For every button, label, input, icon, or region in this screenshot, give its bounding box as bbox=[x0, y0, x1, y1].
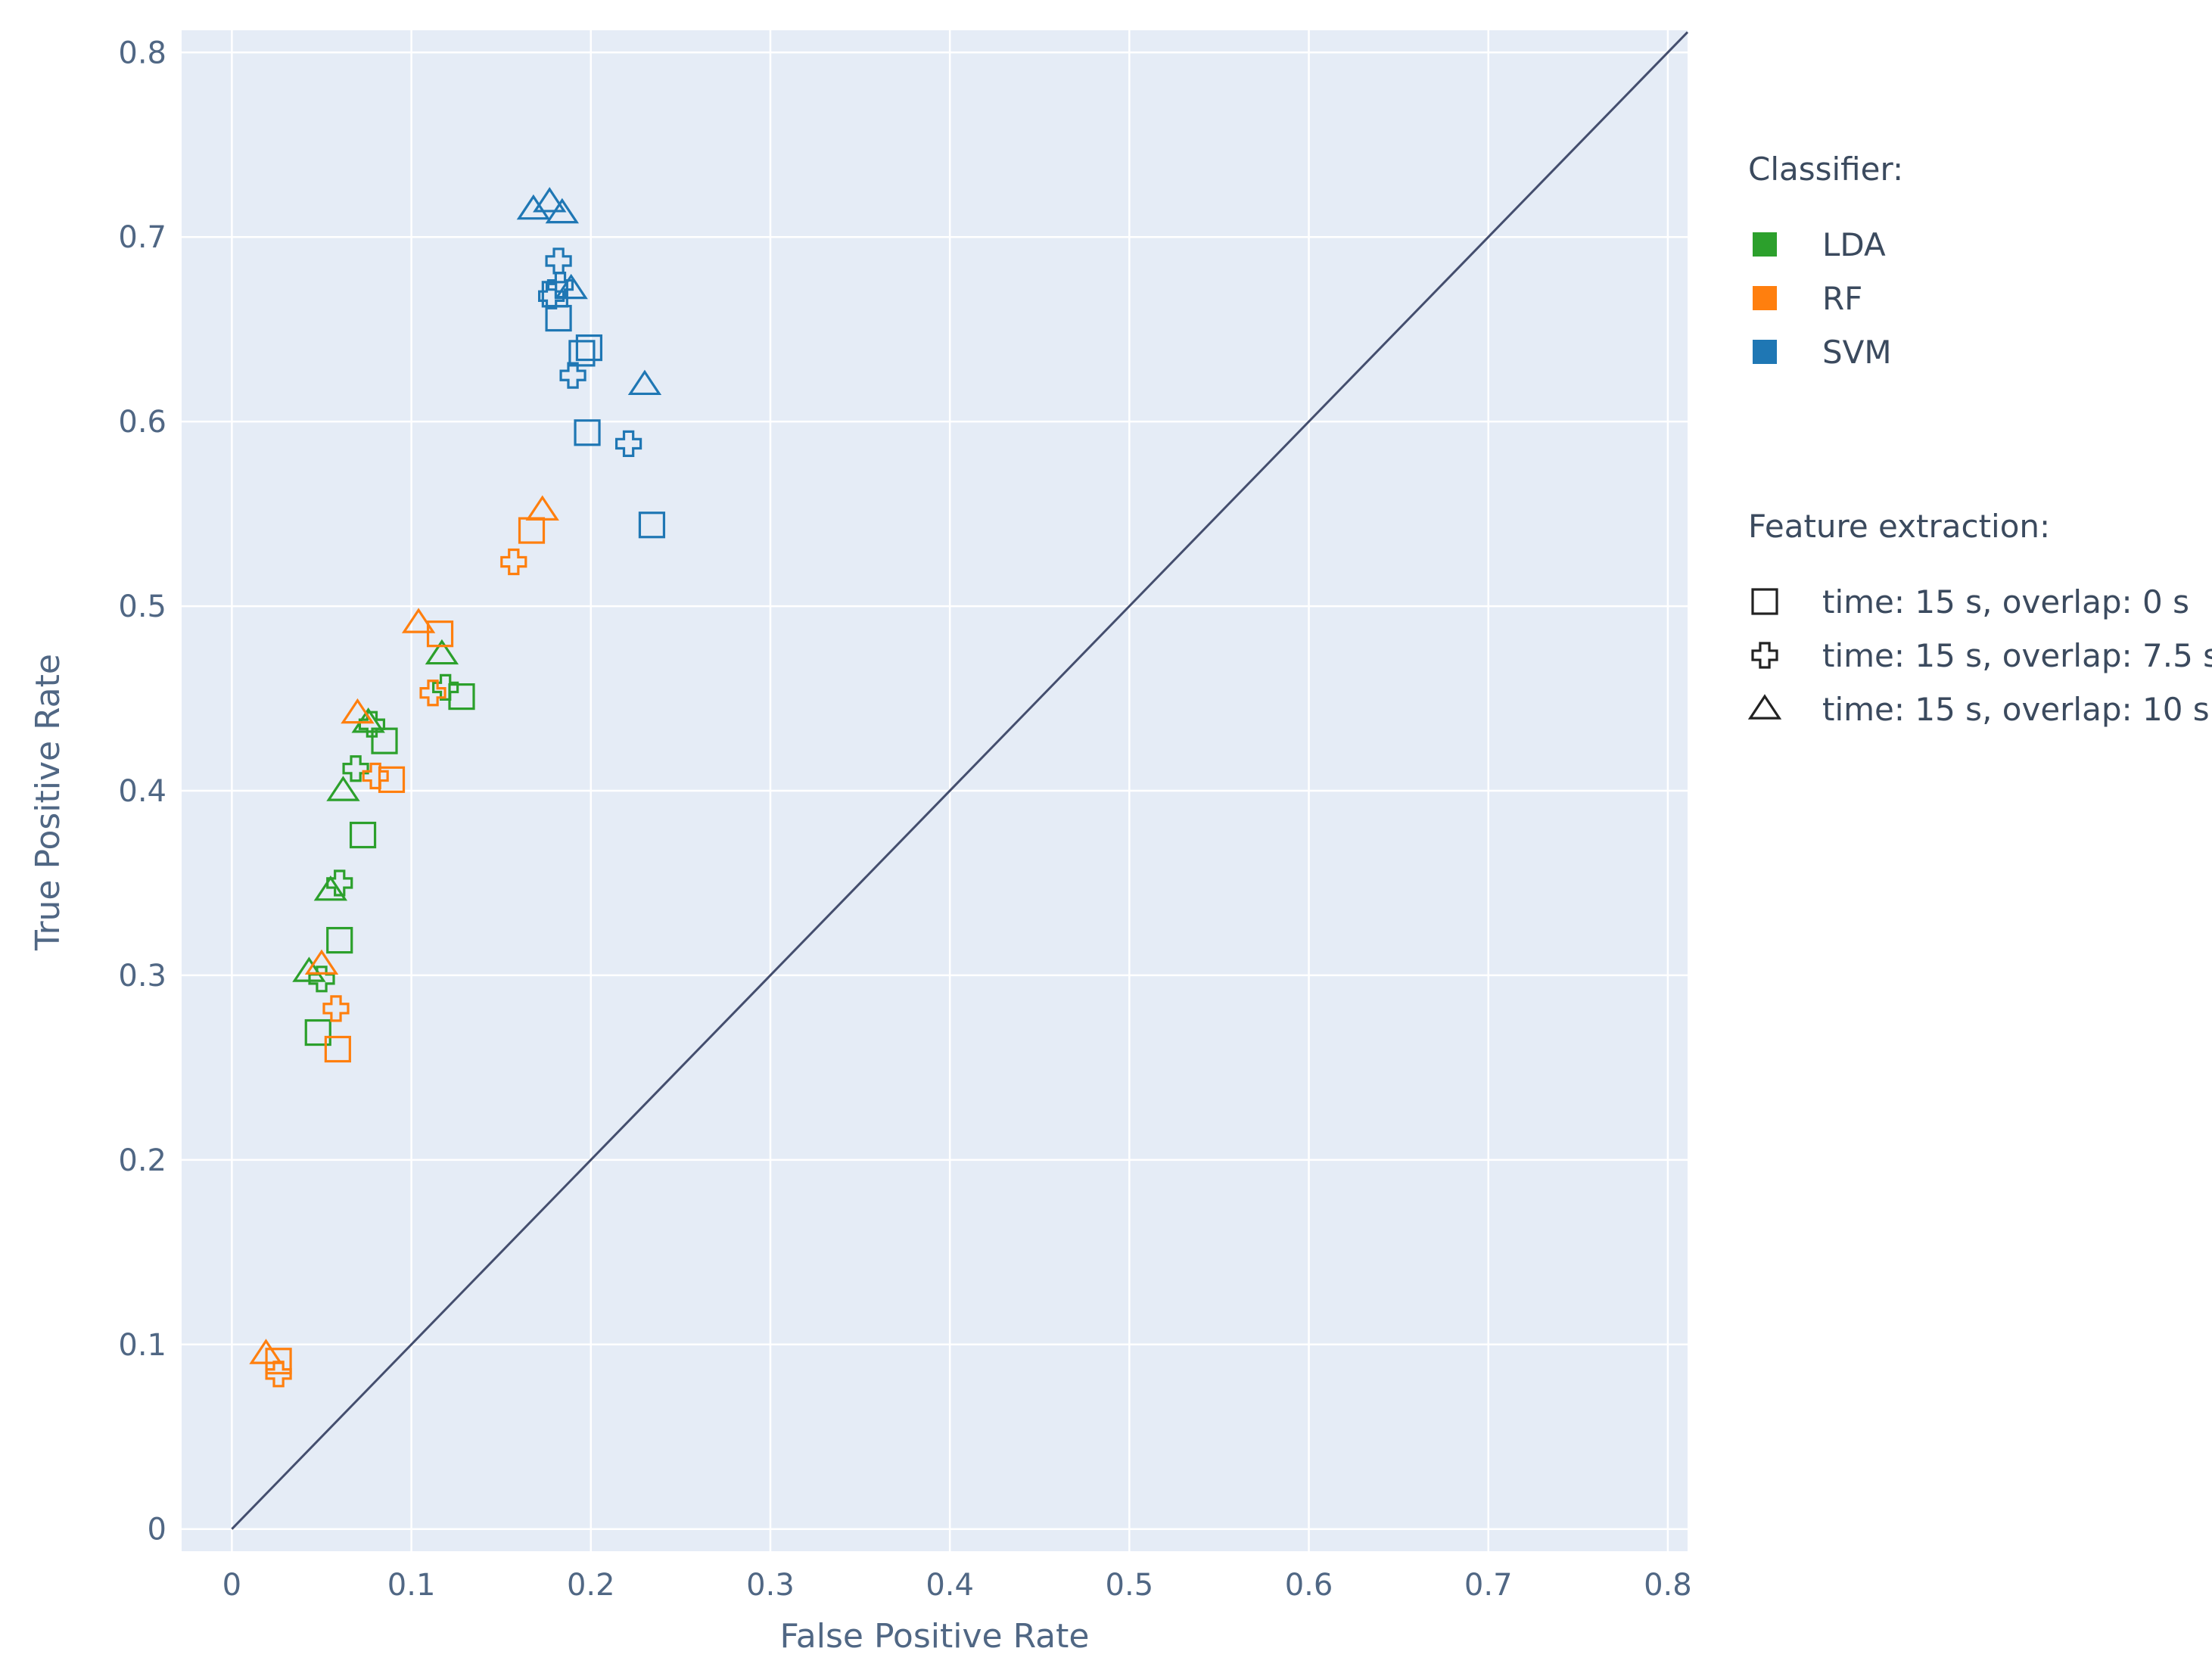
legend-classifier-title: Classifier: bbox=[1748, 151, 1903, 188]
legend-feature-label: time: 15 s, overlap: 0 s bbox=[1822, 583, 2189, 620]
y-tick-label: 0.7 bbox=[118, 220, 166, 255]
marker-lda-triangle bbox=[425, 639, 459, 665]
marker-lda-triangle bbox=[326, 776, 360, 801]
marker-svm-square bbox=[575, 334, 603, 362]
legend-symbol-square bbox=[1751, 588, 1778, 615]
marker-rf-cross bbox=[419, 680, 446, 707]
legend-feature-items: time: 15 s, overlap: 0 s time: 15 s, over… bbox=[1747, 583, 2212, 728]
marker-rf-triangle bbox=[304, 949, 339, 975]
marker-svm-cross bbox=[545, 247, 572, 275]
x-tick-label: 0.6 bbox=[1285, 1568, 1333, 1603]
marker-rf-triangle bbox=[249, 1339, 283, 1364]
marker-svm-square bbox=[574, 419, 601, 446]
marker-svm-triangle bbox=[545, 197, 580, 224]
marker-rf-cross bbox=[500, 548, 527, 576]
x-tick-label: 0.5 bbox=[1106, 1568, 1154, 1603]
legend-swatch-rf bbox=[1753, 286, 1777, 310]
x-tick-label: 0.4 bbox=[926, 1568, 974, 1603]
marker-lda-cross bbox=[432, 673, 459, 701]
marker-svm-triangle bbox=[554, 273, 588, 300]
marker-rf-cross bbox=[362, 762, 389, 790]
legend-symbol-triangle bbox=[1747, 694, 1782, 720]
y-tick-label: 0.3 bbox=[118, 959, 166, 994]
marker-svm-square bbox=[568, 340, 596, 367]
grid-lines bbox=[182, 30, 1688, 1551]
x-axis-title: False Positive Rate bbox=[780, 1617, 1090, 1656]
legend: Classifier: LDA RF SVM Feature extraction:… bbox=[1747, 151, 2212, 728]
diagonal-reference-line bbox=[231, 31, 1689, 1530]
marker-rf-triangle bbox=[401, 608, 436, 633]
marker-rf-cross bbox=[322, 995, 350, 1022]
y-tick-label: 0 bbox=[148, 1513, 166, 1547]
marker-lda-square bbox=[349, 821, 377, 849]
legend-classifier-items: LDA RF SVM bbox=[1753, 226, 1892, 371]
marker-rf-square bbox=[265, 1348, 292, 1375]
y-tick-label: 0.4 bbox=[118, 774, 166, 809]
y-tick-label: 0.2 bbox=[118, 1143, 166, 1178]
y-axis-ticks: 0 0.1 0.2 0.3 0.4 0.5 0.6 0.7 0.8 bbox=[118, 36, 166, 1547]
legend-feature-label: time: 15 s, overlap: 7.5 s bbox=[1822, 637, 2212, 674]
legend-label-lda: LDA bbox=[1822, 226, 1886, 263]
legend-label-svm: SVM bbox=[1822, 334, 1892, 371]
x-tick-label: 0.7 bbox=[1464, 1568, 1513, 1603]
marker-svm-cross bbox=[614, 430, 642, 458]
marker-svm-triangle bbox=[533, 187, 567, 213]
y-axis-title: True Positive Rate bbox=[29, 654, 67, 951]
x-axis-ticks: 0 0.1 0.2 0.3 0.4 0.5 0.6 0.7 0.8 bbox=[222, 1568, 1692, 1603]
marker-svm-triangle bbox=[627, 369, 662, 396]
x-tick-label: 0.3 bbox=[746, 1568, 795, 1603]
y-tick-label: 0.8 bbox=[118, 36, 166, 70]
legend-feature-title: Feature extraction: bbox=[1748, 508, 2050, 545]
marker-lda-cross bbox=[326, 869, 353, 897]
marker-lda-triangle bbox=[313, 875, 348, 901]
x-tick-label: 0 bbox=[222, 1568, 241, 1603]
marker-svm-square bbox=[638, 512, 666, 539]
y-tick-label: 0.5 bbox=[118, 589, 166, 624]
legend-swatch-svm bbox=[1753, 340, 1777, 364]
marker-lda-triangle bbox=[292, 956, 326, 982]
legend-swatch-lda bbox=[1753, 232, 1777, 257]
marker-rf-square bbox=[324, 1035, 351, 1063]
legend-feature-label: time: 15 s, overlap: 10 s bbox=[1822, 691, 2210, 728]
marker-lda-triangle bbox=[351, 707, 385, 733]
y-tick-label: 0.6 bbox=[118, 405, 166, 440]
y-tick-label: 0.1 bbox=[118, 1328, 166, 1363]
marker-lda-square bbox=[304, 1018, 331, 1046]
marker-rf-cross bbox=[265, 1361, 292, 1388]
marker-rf-triangle bbox=[525, 495, 559, 521]
legend-symbol-cross bbox=[1751, 642, 1778, 669]
x-tick-label: 0.8 bbox=[1644, 1568, 1692, 1603]
marker-svm-cross bbox=[559, 362, 586, 389]
marker-rf-square bbox=[426, 620, 454, 648]
x-tick-label: 0.1 bbox=[387, 1568, 436, 1603]
marker-svm-triangle bbox=[516, 194, 551, 220]
marker-rf-triangle bbox=[341, 698, 375, 724]
marker-lda-square bbox=[326, 926, 353, 954]
data-markers bbox=[249, 187, 666, 1388]
marker-lda-cross bbox=[358, 711, 386, 738]
legend-label-rf: RF bbox=[1822, 280, 1862, 317]
marker-lda-cross bbox=[342, 755, 369, 782]
x-tick-label: 0.2 bbox=[567, 1568, 615, 1603]
